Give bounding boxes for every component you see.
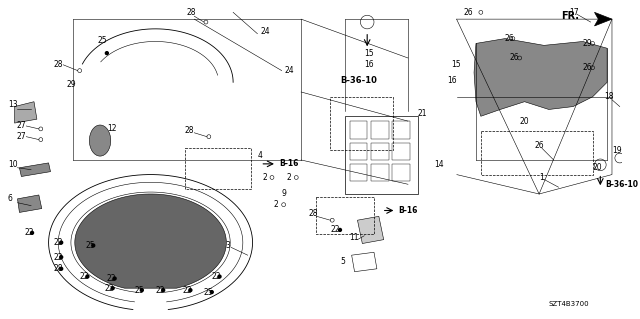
Text: 25: 25 — [97, 36, 107, 45]
Circle shape — [60, 241, 63, 244]
Text: 26: 26 — [463, 8, 473, 17]
Bar — [184, 148, 251, 189]
Text: 22: 22 — [79, 272, 89, 281]
Text: 1: 1 — [539, 173, 544, 182]
Bar — [330, 97, 394, 150]
Text: 20: 20 — [593, 163, 602, 172]
Text: 9: 9 — [282, 189, 287, 198]
Text: 24: 24 — [285, 66, 294, 75]
Circle shape — [106, 52, 108, 55]
Bar — [392, 164, 410, 182]
Text: 4: 4 — [257, 151, 262, 160]
Text: 6: 6 — [8, 194, 13, 203]
Text: 2: 2 — [262, 173, 267, 182]
Text: 29: 29 — [583, 39, 593, 48]
Bar — [481, 131, 593, 174]
Bar — [349, 164, 367, 182]
Text: SZT4B3700: SZT4B3700 — [549, 301, 589, 307]
Text: 19: 19 — [612, 146, 621, 155]
Bar — [345, 116, 418, 194]
Text: 11: 11 — [349, 233, 359, 242]
Text: 22: 22 — [156, 286, 165, 295]
Bar — [392, 121, 410, 139]
Text: 17: 17 — [569, 8, 579, 17]
Circle shape — [140, 289, 143, 292]
Bar — [349, 121, 367, 139]
Text: B-36-10: B-36-10 — [605, 180, 638, 189]
Text: 27: 27 — [17, 122, 26, 130]
Text: 12: 12 — [107, 124, 116, 133]
Text: 3: 3 — [225, 241, 230, 250]
Text: 28: 28 — [184, 126, 194, 135]
Text: 20: 20 — [520, 117, 529, 126]
Text: 16: 16 — [447, 76, 456, 85]
Circle shape — [92, 244, 95, 247]
Circle shape — [339, 228, 342, 231]
Circle shape — [211, 291, 213, 293]
Text: B-36-10: B-36-10 — [340, 76, 377, 85]
Text: 25: 25 — [86, 241, 95, 250]
Polygon shape — [358, 216, 384, 243]
Text: 29: 29 — [66, 80, 76, 89]
Bar — [371, 121, 388, 139]
Text: 22: 22 — [107, 274, 116, 283]
Circle shape — [60, 267, 63, 270]
Circle shape — [189, 289, 192, 292]
Text: B-16: B-16 — [398, 206, 418, 215]
Text: 22: 22 — [330, 226, 340, 234]
Text: 2: 2 — [287, 173, 291, 182]
Text: 22: 22 — [53, 238, 63, 247]
Text: 26: 26 — [534, 141, 544, 150]
Text: 5: 5 — [340, 257, 345, 266]
Circle shape — [113, 277, 116, 280]
Text: 25: 25 — [134, 286, 143, 295]
Circle shape — [218, 275, 221, 278]
Text: 13: 13 — [8, 100, 17, 109]
Text: 15: 15 — [452, 60, 461, 69]
Text: 27: 27 — [17, 132, 26, 141]
Circle shape — [111, 287, 114, 290]
Text: 28: 28 — [53, 264, 63, 273]
Polygon shape — [474, 39, 607, 116]
Polygon shape — [15, 102, 37, 123]
Text: 26: 26 — [583, 63, 593, 72]
Text: 22: 22 — [212, 272, 221, 281]
Polygon shape — [19, 163, 51, 176]
Text: B-16: B-16 — [279, 160, 298, 168]
Circle shape — [86, 275, 89, 278]
Text: 28: 28 — [53, 60, 63, 69]
Text: 28: 28 — [309, 209, 319, 218]
Text: 16: 16 — [364, 60, 374, 69]
Text: 22: 22 — [53, 253, 63, 262]
Text: 26: 26 — [510, 54, 520, 63]
Polygon shape — [17, 195, 42, 212]
Text: 24: 24 — [260, 27, 270, 36]
Text: 26: 26 — [504, 34, 514, 43]
Text: 18: 18 — [604, 92, 614, 101]
Text: 25: 25 — [204, 288, 214, 297]
Text: 10: 10 — [8, 160, 17, 169]
Circle shape — [60, 256, 63, 259]
Bar — [349, 143, 367, 160]
Text: 22: 22 — [105, 284, 115, 293]
Bar — [316, 197, 374, 234]
Ellipse shape — [90, 125, 111, 156]
Text: 22: 22 — [182, 286, 192, 295]
Bar — [371, 143, 388, 160]
Text: 22: 22 — [24, 228, 34, 237]
Text: 15: 15 — [364, 48, 374, 58]
Bar — [371, 164, 388, 182]
Bar — [392, 143, 410, 160]
Text: 2: 2 — [274, 200, 278, 209]
Text: FR.: FR. — [561, 11, 579, 21]
Text: 28: 28 — [186, 8, 196, 17]
Circle shape — [162, 289, 164, 292]
Circle shape — [31, 231, 33, 234]
Polygon shape — [595, 12, 612, 26]
Text: 21: 21 — [418, 109, 427, 118]
Polygon shape — [75, 194, 227, 288]
Text: 14: 14 — [434, 160, 444, 169]
